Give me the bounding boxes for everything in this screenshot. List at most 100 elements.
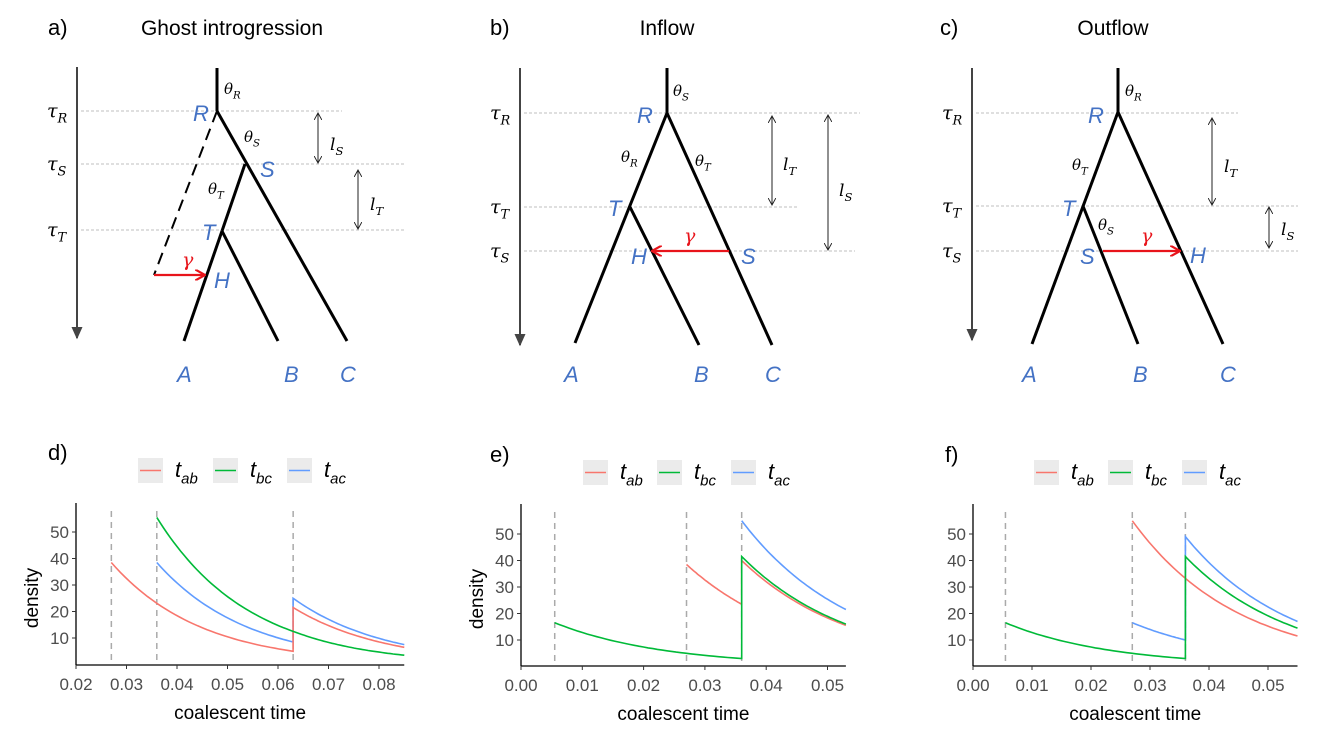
node-label: R bbox=[1088, 103, 1104, 128]
theta-label: θT bbox=[208, 180, 225, 202]
tree-branch bbox=[573, 112, 669, 344]
tau-label-subscript: S bbox=[501, 252, 510, 267]
tau-label: τT bbox=[490, 196, 511, 223]
x-tick-label: 0.05 bbox=[811, 676, 844, 695]
tree-branch bbox=[1030, 111, 1120, 345]
x-tick-label: 0.00 bbox=[956, 676, 989, 695]
branch-length-label-subscript: S bbox=[1286, 229, 1294, 243]
legend-label: tbc bbox=[694, 459, 716, 490]
ghost-branch bbox=[153, 110, 218, 276]
tau-label-symbol: τ bbox=[490, 240, 501, 262]
x-tick-label: 0.08 bbox=[362, 675, 395, 694]
branch-length-label: lT bbox=[370, 195, 384, 218]
legend-item-t_bc: tbc bbox=[657, 459, 716, 490]
theta-label: θS bbox=[673, 82, 689, 104]
legend-label-symbol: t bbox=[768, 459, 775, 484]
branch-length-label-symbol: l bbox=[1281, 220, 1286, 240]
theta-label: θR bbox=[224, 80, 241, 102]
tree-branch bbox=[1116, 111, 1225, 345]
series-line-t_bc bbox=[156, 516, 405, 656]
legend-label-subscript: bc bbox=[256, 471, 272, 488]
gamma-label: γ bbox=[182, 249, 194, 271]
x-tick-label: 0.06 bbox=[261, 675, 294, 694]
legend-label: tbc bbox=[250, 457, 272, 488]
theta-label-symbol: θ bbox=[208, 180, 217, 198]
tau-label-subscript: R bbox=[500, 114, 511, 129]
tau-label-subscript: R bbox=[57, 112, 68, 127]
theta-label-symbol: θ bbox=[244, 128, 253, 146]
panel-letter: a) bbox=[48, 15, 68, 40]
series-line-t_bc bbox=[554, 554, 847, 660]
node-label: S bbox=[1080, 244, 1095, 269]
tip-label: B bbox=[284, 362, 299, 387]
tau-label: τS bbox=[490, 240, 510, 267]
tree-branch bbox=[182, 230, 224, 342]
y-tick-label: 30 bbox=[495, 578, 514, 597]
panel-letter: c) bbox=[940, 15, 958, 40]
legend-item-t_bc: tbc bbox=[1108, 459, 1167, 490]
legend-item-t_ab: tab bbox=[138, 457, 198, 488]
legend-item-t_ac: tac bbox=[287, 457, 346, 488]
legend-label-subscript: ac bbox=[774, 473, 790, 490]
tau-label-subscript: S bbox=[953, 252, 962, 267]
x-tick-label: 0.01 bbox=[566, 676, 599, 695]
tip-label: A bbox=[175, 362, 192, 387]
tau-label-subscript: S bbox=[58, 165, 67, 180]
branch-length-label-subscript: S bbox=[844, 190, 852, 204]
series-line-t_bc bbox=[1005, 554, 1298, 660]
y-tick-label: 40 bbox=[495, 552, 514, 571]
x-tick-label: 0.05 bbox=[211, 675, 244, 694]
y-axis-label: density bbox=[467, 568, 488, 629]
node-label: R bbox=[637, 103, 653, 128]
tip-label: C bbox=[1220, 362, 1236, 387]
theta-label-symbol: θ bbox=[695, 152, 704, 170]
x-tick-label: 0.03 bbox=[1133, 676, 1166, 695]
tau-label: τT bbox=[942, 195, 963, 222]
legend-item-t_ac: tac bbox=[1182, 459, 1241, 490]
tau-label-symbol: τ bbox=[47, 153, 58, 175]
theta-label-subscript: S bbox=[253, 139, 260, 150]
legend-label-symbol: t bbox=[250, 457, 257, 482]
theta-label-symbol: θ bbox=[621, 148, 630, 166]
legend-item-t_ac: tac bbox=[731, 459, 790, 490]
panel-title: Outflow bbox=[1077, 17, 1149, 40]
tau-label-symbol: τ bbox=[490, 102, 501, 124]
theta-label-symbol: θ bbox=[1072, 156, 1081, 174]
branch-length-label-symbol: l bbox=[370, 195, 375, 215]
y-tick-label: 50 bbox=[947, 525, 966, 544]
tau-label: τT bbox=[47, 219, 68, 246]
legend-label-subscript: ab bbox=[626, 473, 643, 490]
y-axis-label: density bbox=[22, 567, 43, 628]
y-tick-label: 20 bbox=[947, 605, 966, 624]
tip-label: C bbox=[340, 362, 356, 387]
theta-label-subscript: T bbox=[1081, 167, 1089, 178]
tau-label: τR bbox=[47, 100, 68, 127]
branch-length-label-symbol: l bbox=[783, 155, 788, 175]
x-axis-label: coalescent time bbox=[617, 704, 749, 725]
theta-label-subscript: T bbox=[217, 191, 225, 202]
x-tick-label: 0.02 bbox=[627, 676, 660, 695]
branch-length-label-symbol: l bbox=[330, 135, 335, 155]
legend-label: tab bbox=[620, 459, 643, 490]
legend-label-symbol: t bbox=[175, 457, 182, 482]
legend-label-subscript: bc bbox=[700, 473, 716, 490]
node-label: H bbox=[214, 268, 230, 293]
theta-label-subscript: S bbox=[682, 93, 689, 104]
y-tick-label: 50 bbox=[495, 525, 514, 544]
branch-length-label-symbol: l bbox=[1224, 157, 1229, 177]
series-line-t_ab bbox=[110, 561, 405, 653]
legend-label-subscript: ab bbox=[181, 471, 198, 488]
tree-branch bbox=[1081, 205, 1140, 345]
x-tick-label: 0.01 bbox=[1015, 676, 1048, 695]
tau-label: τR bbox=[942, 102, 963, 129]
theta-label: θT bbox=[1072, 156, 1089, 178]
y-tick-label: 10 bbox=[947, 631, 966, 650]
legend-item-t_ab: tab bbox=[583, 459, 643, 490]
panel-letter: d) bbox=[48, 440, 68, 465]
y-tick-label: 50 bbox=[50, 523, 69, 542]
legend-label-subscript: ac bbox=[330, 471, 346, 488]
